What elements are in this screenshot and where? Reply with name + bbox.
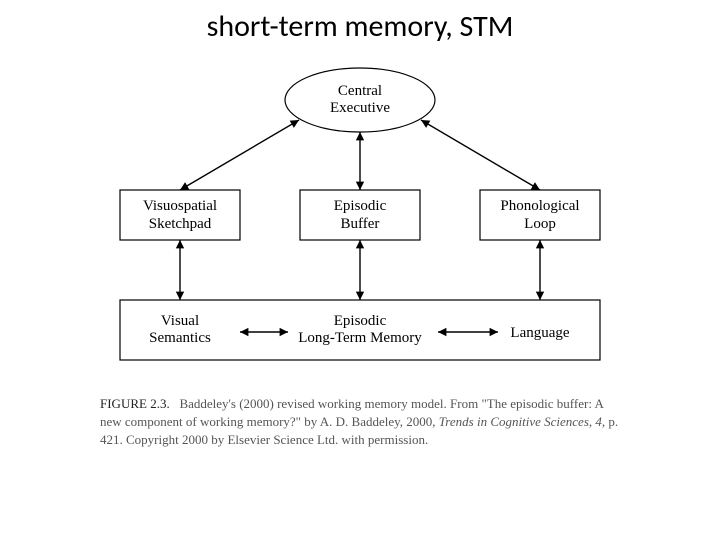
node-central-line1: Central xyxy=(338,83,382,99)
node-phono-line2: Loop xyxy=(524,216,556,232)
caption-fig-label: FIGURE 2.3. xyxy=(100,396,170,411)
label-visual-semantics-2: Semantics xyxy=(149,330,211,346)
node-visuo-line1: Visuospatial xyxy=(143,198,217,214)
label-eltm-2: Long-Term Memory xyxy=(298,330,422,346)
node-episodic-line2: Buffer xyxy=(341,216,380,232)
arrow-central-to-visuo xyxy=(180,120,299,190)
figure-caption: FIGURE 2.3. Baddeley's (2000) revised wo… xyxy=(100,395,620,450)
caption-italic: Trends in Cognitive Sciences, 4, xyxy=(439,414,605,429)
arrow-central-to-phono xyxy=(421,120,540,190)
working-memory-diagram: Central Executive Visuospatial Sketchpad… xyxy=(100,60,620,380)
node-visuo-line2: Sketchpad xyxy=(149,216,212,232)
label-visual-semantics-1: Visual xyxy=(161,313,199,329)
label-eltm-1: Episodic xyxy=(334,313,387,329)
node-episodic-line1: Episodic xyxy=(334,198,387,214)
node-central-line2: Executive xyxy=(330,100,390,116)
label-language: Language xyxy=(510,325,569,341)
page-title: short-term memory, STM xyxy=(0,8,720,45)
diagram-svg: Central Executive Visuospatial Sketchpad… xyxy=(100,60,620,380)
node-phono-line1: Phonological xyxy=(500,198,579,214)
